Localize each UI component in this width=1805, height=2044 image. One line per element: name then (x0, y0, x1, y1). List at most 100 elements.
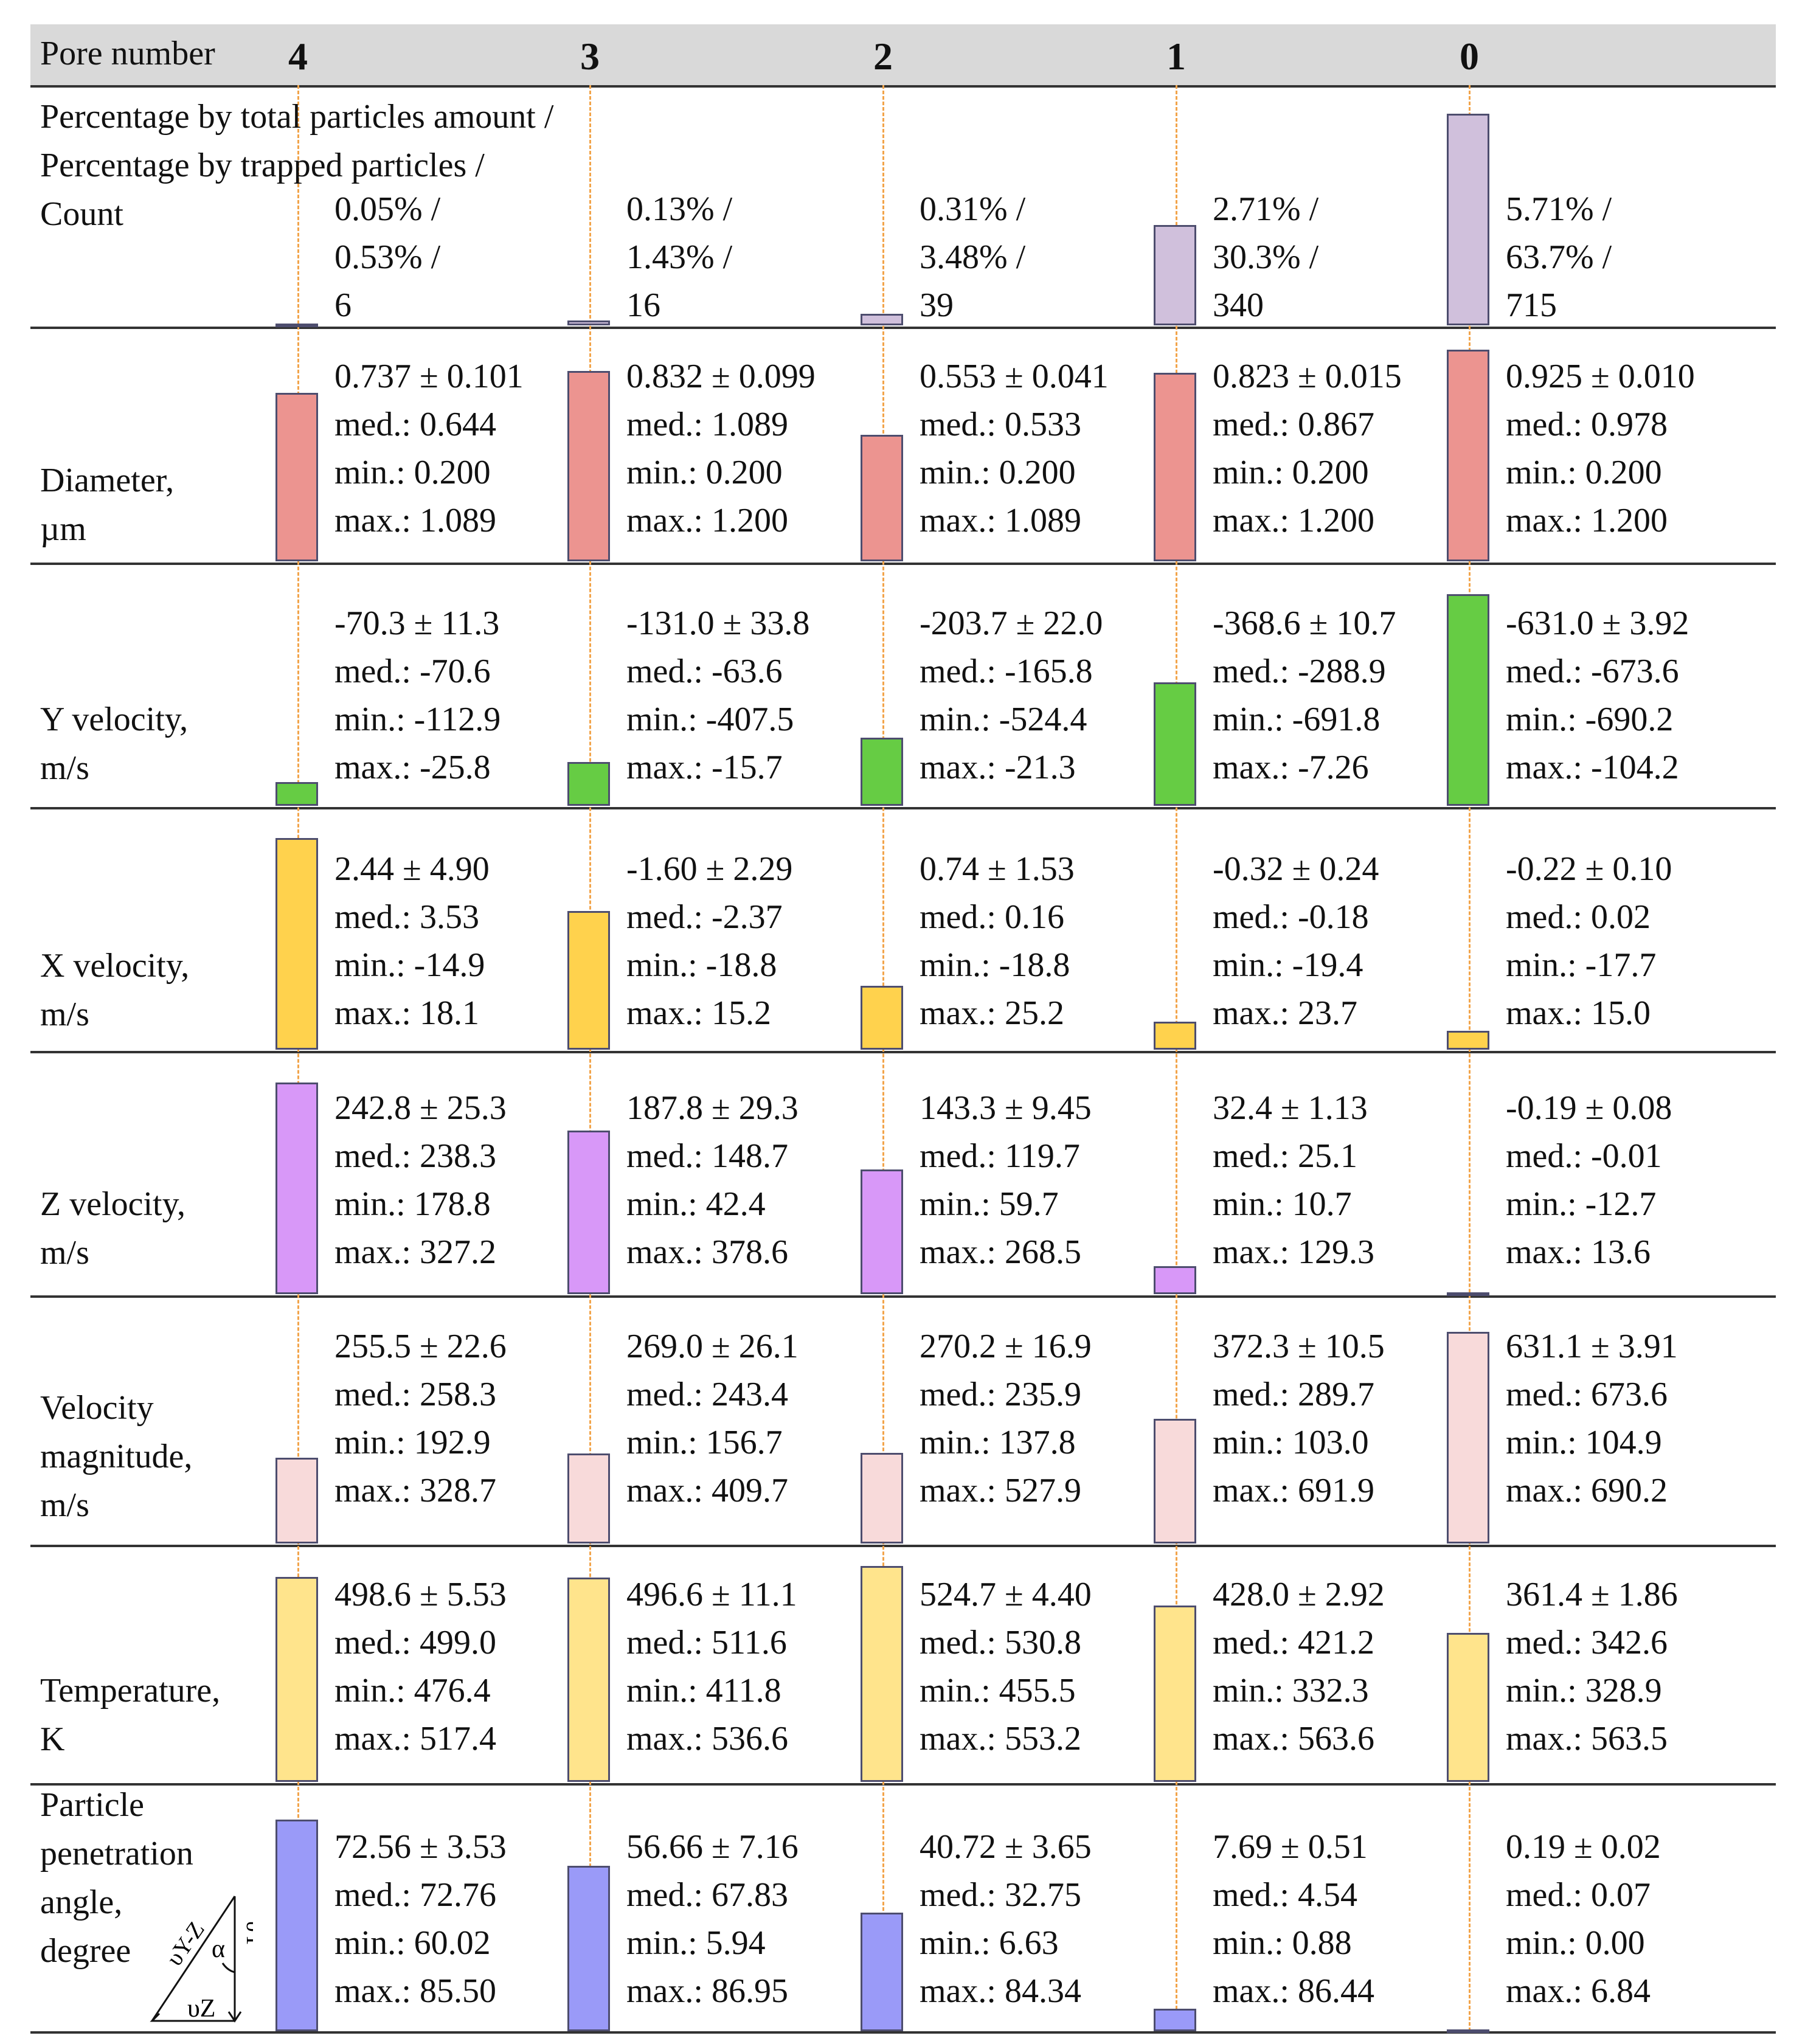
stat-value: -368.6 ± 10.7 (1213, 605, 1396, 642)
row-label-line: µm (40, 510, 86, 548)
stat-value: -0.19 ± 0.08 (1506, 1089, 1672, 1127)
stat-value: med.: 511.6 (626, 1624, 787, 1661)
stat-value: med.: 499.0 (334, 1624, 496, 1661)
bar-yvel-pore-1 (1154, 682, 1196, 806)
row-divider (30, 807, 1776, 809)
pore-guide-line (1176, 85, 1177, 2031)
stats-pct-pore-1: 2.71% / 30.3% / 340 (1213, 185, 1318, 330)
stats-diameter-pore-3: 0.832 ± 0.099 med.: 1.089 min.: 0.200 max.:… (626, 353, 816, 545)
stat-value: max.: 85.50 (334, 1972, 496, 2010)
stat-value: 270.2 ± 16.9 (920, 1328, 1092, 1365)
stat-value: 1.43% / (626, 238, 733, 276)
bar-angle-pore-4 (275, 1820, 318, 2031)
stats-xvel-pore-0: -0.22 ± 0.10 med.: 0.02 min.: -17.7 max.: 1… (1506, 845, 1672, 1038)
stat-value: min.: 455.5 (920, 1672, 1076, 1710)
row-label-line: Percentage by total particles amount / (40, 98, 554, 136)
stats-zvel-pore-2: 143.3 ± 9.45 med.: 119.7 min.: 59.7 max.: 2… (920, 1084, 1092, 1277)
bar-pct-pore-3 (567, 320, 610, 325)
stat-value: max.: -21.3 (920, 749, 1076, 786)
stat-value: max.: 1.200 (1506, 502, 1668, 539)
stat-value: -0.32 ± 0.24 (1213, 850, 1379, 888)
row-divider (30, 85, 1776, 88)
pore-number-3: 3 (580, 35, 600, 78)
pore-guide-line (297, 85, 299, 2031)
stat-value: min.: 0.88 (1213, 1924, 1352, 1962)
stat-value: max.: -104.2 (1506, 749, 1679, 786)
stat-value: min.: 0.200 (626, 454, 783, 491)
stats-vmag-pore-2: 270.2 ± 16.9 med.: 235.9 min.: 137.8 max.: … (920, 1323, 1092, 1515)
stat-value: min.: 192.9 (334, 1424, 491, 1461)
stats-zvel-pore-4: 242.8 ± 25.3 med.: 238.3 min.: 178.8 max.: … (334, 1084, 507, 1277)
bar-diameter-pore-1 (1154, 373, 1196, 561)
bar-temp-pore-4 (275, 1577, 318, 1782)
stat-value: med.: 0.644 (334, 406, 496, 443)
stats-vmag-pore-1: 372.3 ± 10.5 med.: 289.7 min.: 103.0 max.: … (1213, 1323, 1385, 1515)
stat-value: max.: 563.5 (1506, 1720, 1668, 1758)
bar-diameter-pore-0 (1447, 350, 1489, 561)
stat-value: 361.4 ± 1.86 (1506, 1576, 1678, 1613)
stat-value: min.: 59.7 (920, 1185, 1059, 1223)
stat-value: max.: 1.200 (1213, 502, 1374, 539)
stat-value: med.: 243.4 (626, 1376, 788, 1413)
bar-vmag-pore-0 (1447, 1332, 1489, 1543)
stat-value: min.: -691.8 (1213, 701, 1381, 738)
stats-vmag-pore-0: 631.1 ± 3.91 med.: 673.6 min.: 104.9 max.: … (1506, 1323, 1678, 1515)
bar-pct-pore-1 (1154, 225, 1196, 325)
stat-value: max.: 328.7 (334, 1472, 496, 1509)
stat-value: max.: 18.1 (334, 994, 479, 1032)
bar-diameter-pore-2 (861, 435, 903, 561)
stat-value: max.: 327.2 (334, 1233, 496, 1271)
stat-value: med.: 342.6 (1506, 1624, 1668, 1661)
pore-guide-line (882, 85, 884, 2031)
stat-value: -131.0 ± 33.8 (626, 605, 810, 642)
stat-value: 30.3% / (1213, 238, 1319, 276)
stat-value: 0.13% / (626, 190, 733, 228)
row-divider (30, 327, 1776, 329)
stat-value: min.: 6.63 (920, 1924, 1059, 1962)
bar-zvel-pore-0 (1447, 1292, 1489, 1296)
row-label-line: magnitude, (40, 1438, 193, 1475)
bar-xvel-pore-3 (567, 911, 610, 1050)
stats-zvel-pore-0: -0.19 ± 0.08 med.: -0.01 min.: -12.7 max.: … (1506, 1084, 1672, 1277)
row-label-yvel: Y velocity, m/s (40, 695, 188, 792)
row-divider (30, 1783, 1776, 1786)
stat-value: min.: 0.200 (334, 454, 491, 491)
stat-value: med.: -0.18 (1213, 898, 1369, 936)
stat-value: 631.1 ± 3.91 (1506, 1328, 1678, 1365)
stats-angle-pore-0: 0.19 ± 0.02 med.: 0.07 min.: 0.00 max.: 6.8… (1506, 1823, 1661, 2015)
stats-angle-pore-4: 72.56 ± 3.53 med.: 72.76 min.: 60.02 max.: … (334, 1823, 507, 2015)
stat-value: 7.69 ± 0.51 (1213, 1828, 1368, 1866)
stat-value: med.: 67.83 (626, 1876, 788, 1914)
stat-value: med.: 4.54 (1213, 1876, 1357, 1914)
header-band (30, 24, 1776, 85)
stat-value: min.: -18.8 (920, 946, 1070, 984)
stats-diameter-pore-0: 0.925 ± 0.010 med.: 0.978 min.: 0.200 max.:… (1506, 353, 1695, 545)
row-label-line: m/s (40, 1234, 89, 1272)
stat-value: min.: -18.8 (626, 946, 777, 984)
row-label-line: m/s (40, 1486, 89, 1524)
bar-yvel-pore-2 (861, 738, 903, 806)
stat-value: max.: 6.84 (1506, 1972, 1651, 2010)
stat-value: max.: 553.2 (920, 1720, 1081, 1758)
stats-angle-pore-2: 40.72 ± 3.65 med.: 32.75 min.: 6.63 max.: 8… (920, 1823, 1092, 2015)
stats-temp-pore-2: 524.7 ± 4.40 med.: 530.8 min.: 455.5 max.: … (920, 1571, 1092, 1763)
row-label-line: degree (40, 1932, 131, 1970)
stat-value: max.: 25.2 (920, 994, 1064, 1032)
bar-diameter-pore-4 (275, 393, 318, 561)
stat-value: max.: 1.200 (626, 502, 788, 539)
stat-value: 715 (1506, 286, 1557, 324)
stat-value: 428.0 ± 2.92 (1213, 1576, 1385, 1613)
pore-guide-line (1469, 85, 1471, 2031)
bar-yvel-pore-4 (275, 782, 318, 806)
stat-value: max.: -15.7 (626, 749, 783, 786)
stats-yvel-pore-4: -70.3 ± 11.3 med.: -70.6 min.: -112.9 max.:… (334, 600, 501, 792)
stat-value: 72.56 ± 3.53 (334, 1828, 507, 1866)
bar-temp-pore-3 (567, 1578, 610, 1782)
stat-value: 0.925 ± 0.010 (1506, 358, 1695, 395)
stat-value: 498.6 ± 5.53 (334, 1576, 507, 1613)
bar-diameter-pore-3 (567, 371, 610, 561)
bar-yvel-pore-3 (567, 762, 610, 806)
stat-value: 143.3 ± 9.45 (920, 1089, 1092, 1127)
stats-diameter-pore-1: 0.823 ± 0.015 med.: 0.867 min.: 0.200 max.:… (1213, 353, 1402, 545)
stat-value: min.: 103.0 (1213, 1424, 1369, 1461)
